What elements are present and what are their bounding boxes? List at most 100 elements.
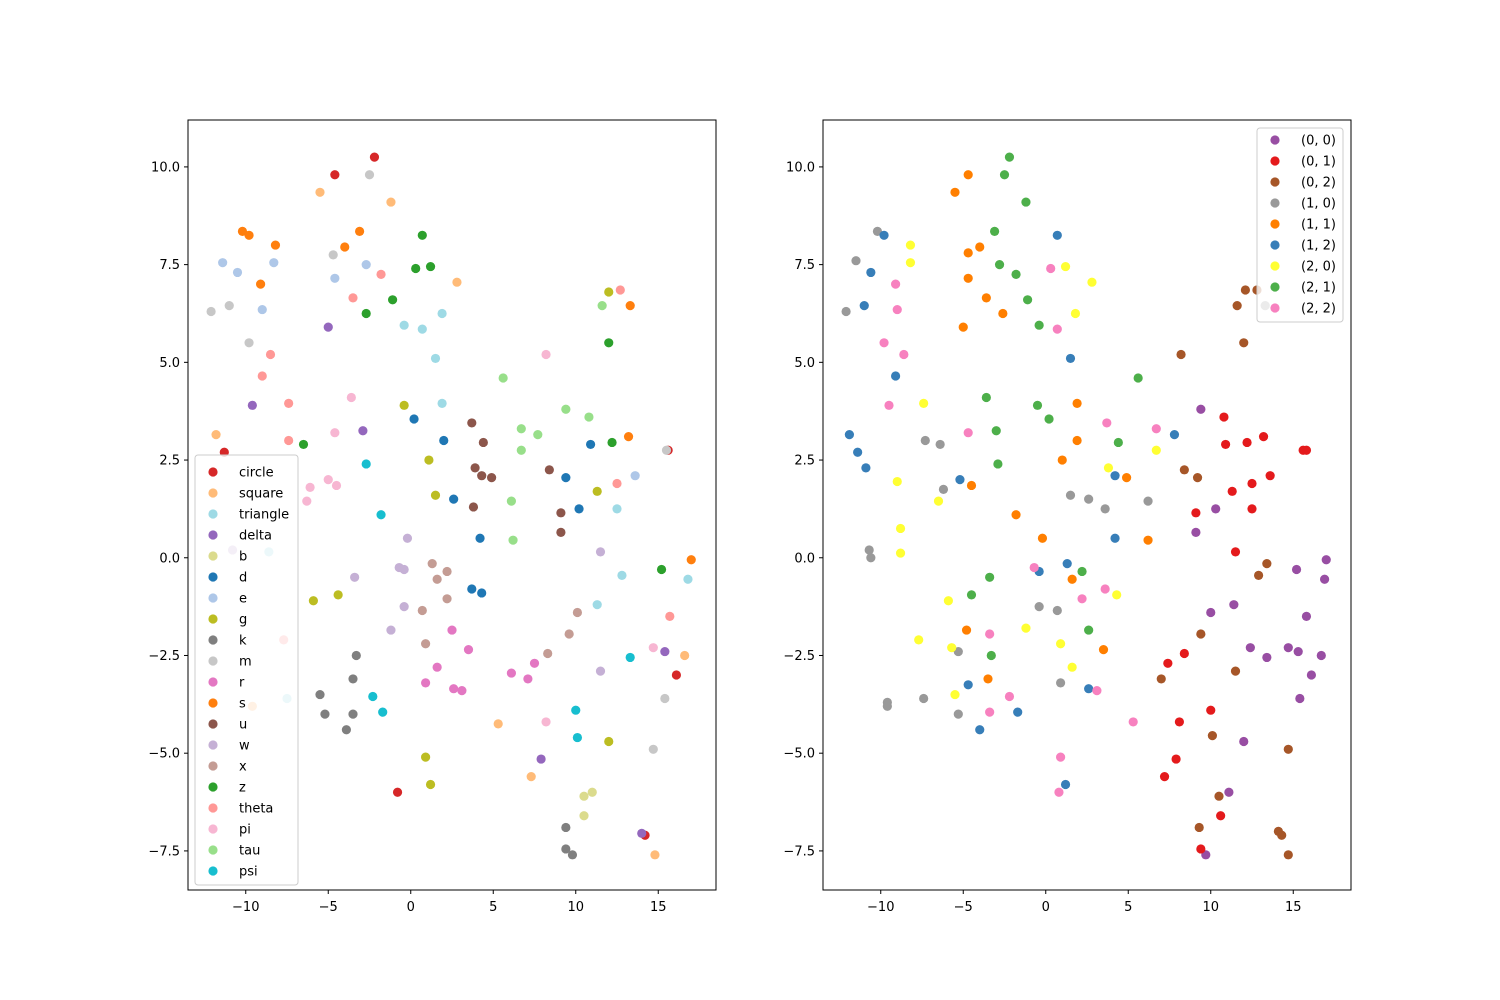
data-point [963,170,973,180]
data-point [1070,308,1081,319]
data-point [1054,787,1064,797]
legend-marker [1270,240,1280,250]
legend-label: m [239,655,252,670]
data-point [432,662,442,672]
data-point [1084,494,1094,504]
data-point [1100,584,1110,594]
data-point [523,674,533,684]
legend-label: u [239,718,247,733]
legend-marker [1270,261,1280,271]
data-point [487,473,497,483]
data-point [1211,504,1221,514]
data-point [421,678,431,688]
data-point [961,625,972,635]
data-point [364,170,375,180]
data-point [442,566,452,577]
data-point [1098,645,1109,655]
data-point [1232,301,1242,311]
data-point [1163,658,1173,668]
data-point [1060,261,1071,272]
data-point [1143,496,1153,506]
legend-marker [208,467,218,477]
data-point [1013,707,1023,717]
data-point [350,572,360,582]
data-point [899,349,909,360]
legend-marker [208,761,218,771]
data-point [361,260,371,270]
data-point [1052,324,1062,334]
y-tick-label: 5.0 [794,356,815,371]
data-point [625,301,635,311]
x-tick-label: −10 [232,900,259,915]
data-point [430,490,441,500]
x-tick-label: 15 [650,900,667,915]
data-point [567,850,578,860]
data-point [493,719,503,729]
data-point [864,545,874,555]
data-point [1072,435,1082,446]
x-tick-label: −5 [319,900,338,915]
data-point [1103,463,1114,473]
data-point [1046,263,1056,274]
legend-marker [1270,135,1280,145]
data-point [1295,693,1305,704]
data-point [452,277,462,287]
data-point [355,226,365,236]
data-point [947,643,957,653]
legend-label: triangle [239,508,289,523]
legend-marker [208,740,218,750]
data-point [1247,478,1257,489]
data-point [990,226,1000,236]
data-point [468,502,479,512]
data-point [439,435,449,446]
data-point [914,635,924,645]
data-point [895,548,906,558]
data-point [1239,338,1249,348]
y-tick-label: −5.0 [148,747,180,762]
data-point [999,170,1010,180]
data-points [841,152,1331,860]
data-point [938,484,949,494]
data-point [882,701,892,711]
data-point [983,674,993,684]
data-point [556,527,566,537]
data-point [981,392,991,403]
data-point [1254,570,1264,580]
y-tick-label: −7.5 [148,844,180,859]
axes-frame [822,119,1352,891]
data-point [447,625,457,635]
data-point [1087,277,1097,287]
data-point [1067,662,1077,672]
data-point [919,398,929,408]
data-point [1196,844,1206,854]
data-point [1133,373,1143,383]
legend-label: theta [239,802,273,817]
legend-label: r [239,676,245,691]
legend-label: psi [239,865,258,880]
data-point [572,732,583,743]
data-point [686,555,696,565]
data-point [1179,648,1189,659]
data-point [841,306,851,317]
data-point [386,197,396,207]
data-point [1206,607,1216,618]
legend-label: (0, 2) [1301,176,1336,191]
data-point [340,242,350,252]
data-point [298,439,309,450]
data-point [607,437,617,448]
data-point [1214,791,1224,801]
data-point [265,349,276,360]
data-point [427,559,437,569]
data-point [1230,666,1241,676]
data-point [543,648,553,659]
data-point [529,658,540,668]
y-tick-label: 10.0 [786,160,815,175]
data-point [963,428,973,438]
x-tick-label: −5 [954,900,973,915]
data-point [425,779,436,790]
data-point [1056,639,1066,649]
data-point [1159,772,1170,782]
legend-label: s [239,697,246,712]
data-point [1262,559,1272,569]
